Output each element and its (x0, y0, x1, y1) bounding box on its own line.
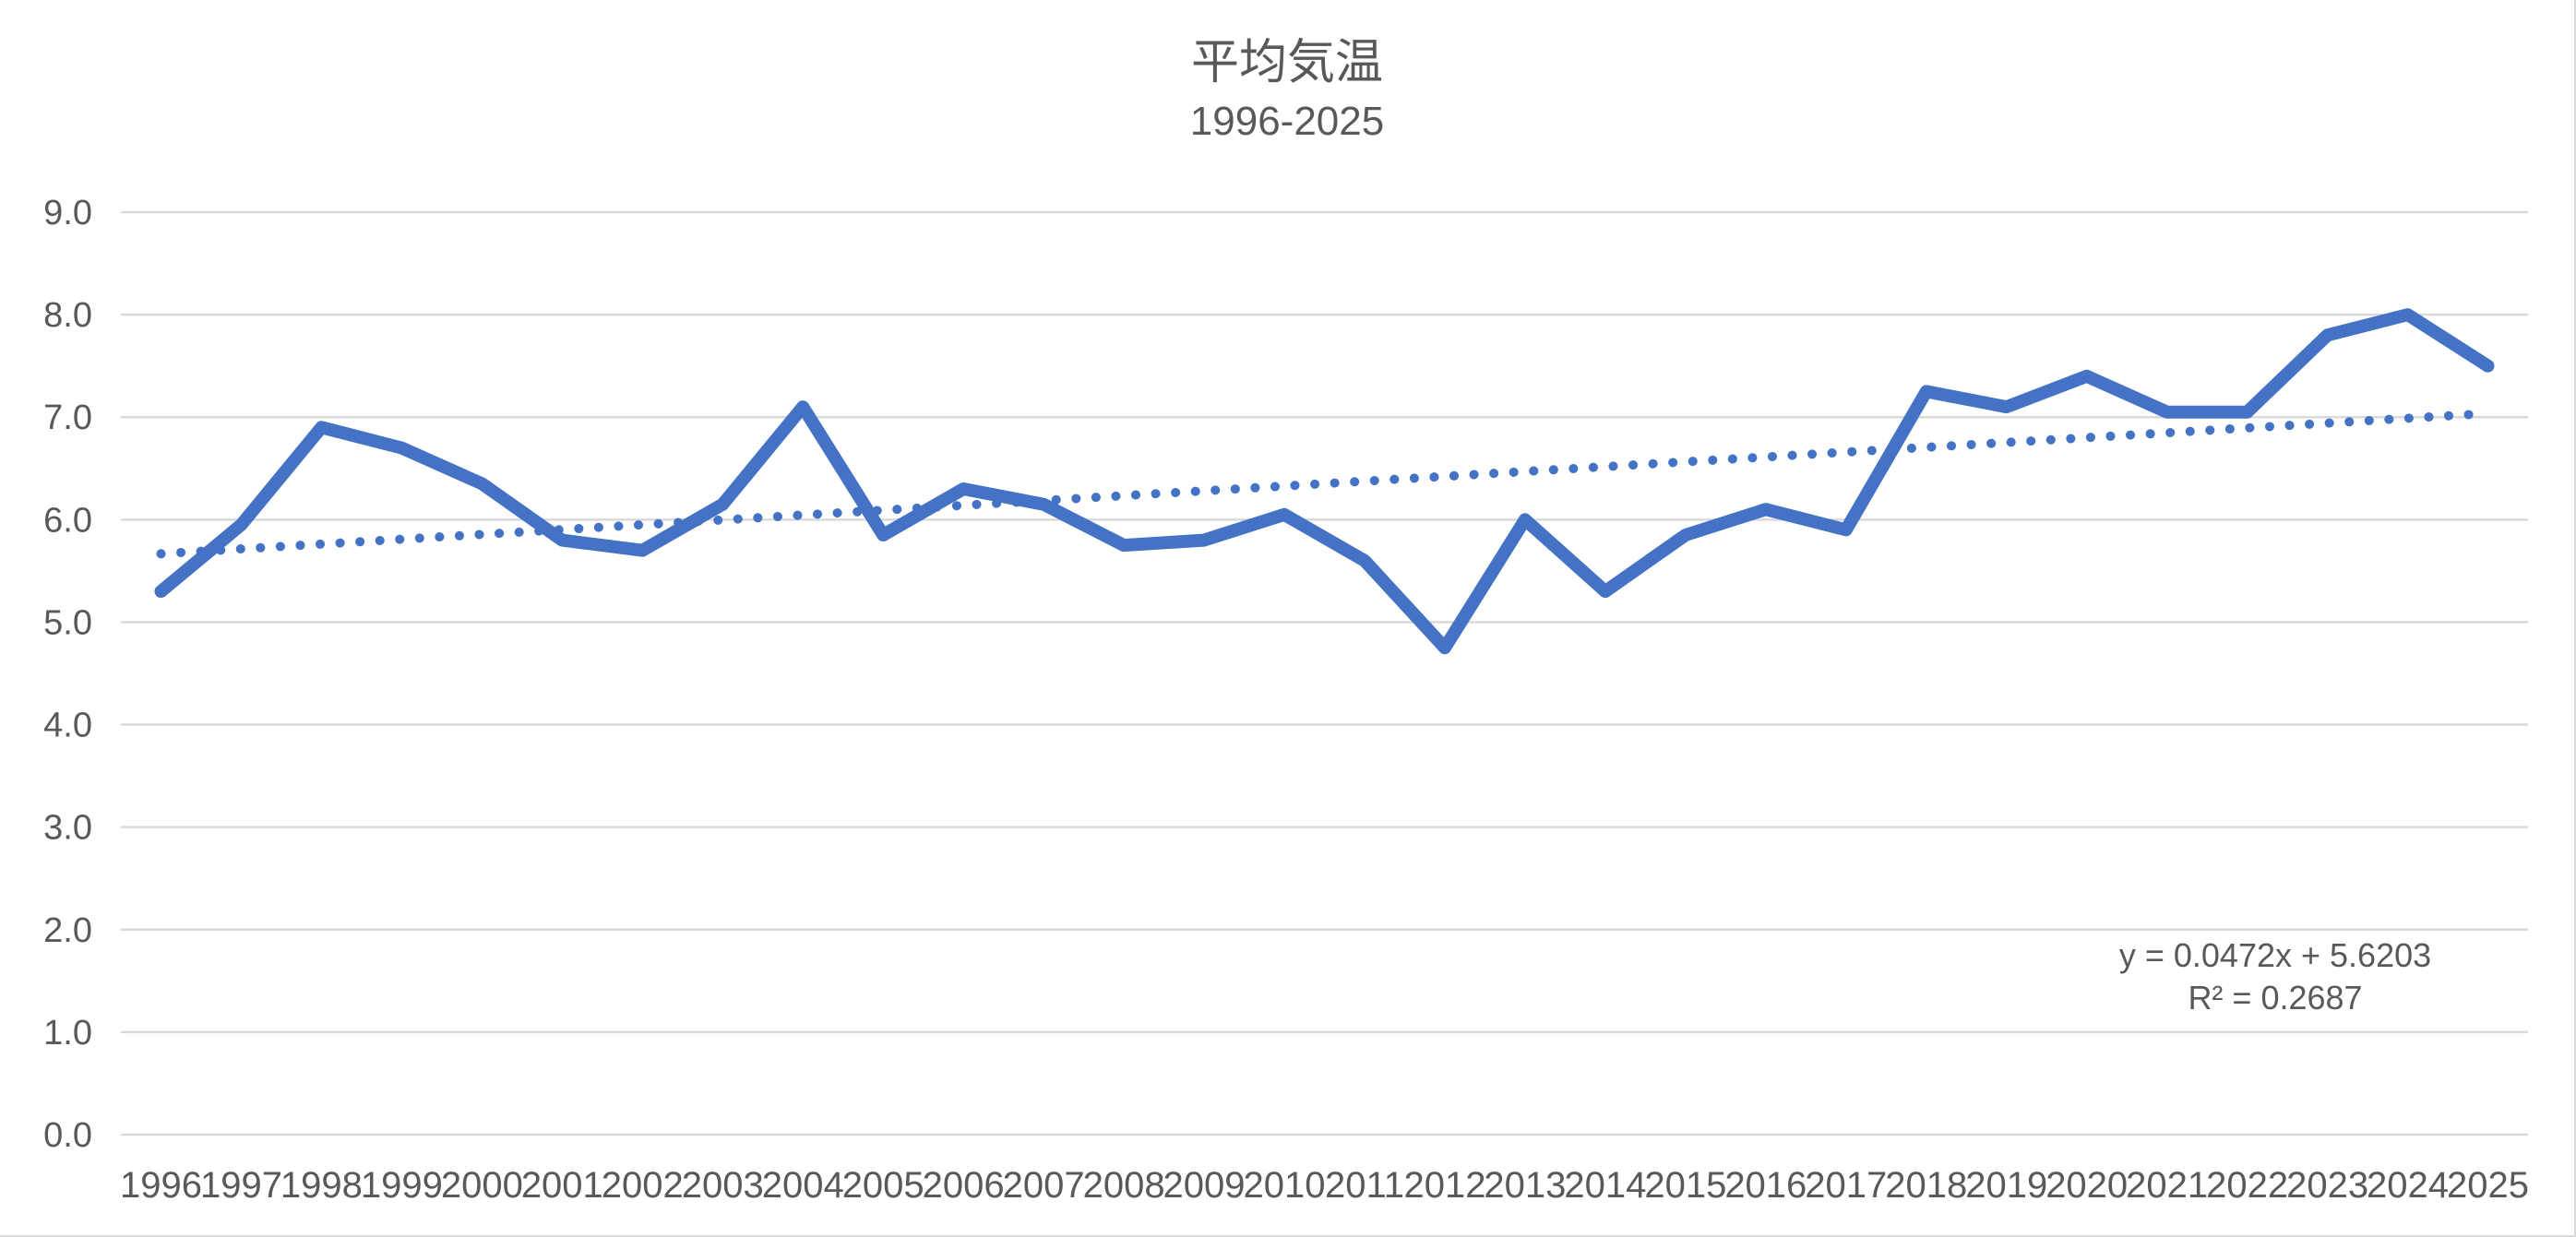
x-tick-label: 1998 (280, 1165, 363, 1206)
x-tick-label: 1999 (361, 1165, 443, 1206)
y-tick-label: 0.0 (43, 1116, 92, 1155)
x-tick-label: 2000 (441, 1165, 523, 1206)
y-tick-label: 8.0 (43, 296, 92, 335)
x-tick-label: 2023 (2286, 1165, 2368, 1206)
x-tick-label: 2016 (1724, 1165, 1807, 1206)
y-tick-label: 4.0 (43, 707, 92, 745)
y-tick-label: 7.0 (43, 398, 92, 437)
x-tick-label: 2012 (1403, 1165, 1485, 1206)
x-tick-label: 2013 (1484, 1165, 1566, 1206)
x-tick-label: 2015 (1644, 1165, 1726, 1206)
y-tick-label: 3.0 (43, 809, 92, 848)
chart-title: 平均気温 (1190, 36, 1383, 89)
x-tick-label: 2022 (2206, 1165, 2288, 1206)
x-tick-label: 2006 (923, 1165, 1005, 1206)
x-tick-label: 1997 (200, 1165, 282, 1206)
x-tick-label: 2008 (1083, 1165, 1165, 1206)
x-tick-label: 2009 (1163, 1165, 1246, 1206)
x-tick-label: 2001 (521, 1165, 603, 1206)
x-tick-label: 2018 (1885, 1165, 1967, 1206)
x-tick-label: 2021 (2126, 1165, 2208, 1206)
x-tick-label: 2020 (2045, 1165, 2128, 1206)
y-tick-label: 6.0 (43, 501, 92, 540)
x-tick-label: 2019 (1965, 1165, 2047, 1206)
x-tick-label: 2010 (1244, 1165, 1326, 1206)
x-tick-label: 2003 (682, 1165, 764, 1206)
trendline-equation-label: y = 0.0472x + 5.6203 R² = 0.2687 (2119, 934, 2431, 1019)
x-tick-label: 2005 (842, 1165, 924, 1206)
y-tick-label: 1.0 (43, 1014, 92, 1053)
series-line[interactable] (154, 308, 2495, 655)
y-tick-label: 9.0 (43, 194, 92, 232)
x-tick-label: 2014 (1564, 1165, 1646, 1206)
y-tick-label: 2.0 (43, 911, 92, 950)
x-tick-label: 2011 (1325, 1165, 1404, 1206)
x-tick-label: 2024 (2367, 1165, 2449, 1206)
x-tick-label: 2017 (1805, 1165, 1887, 1206)
y-tick-label: 5.0 (43, 603, 92, 642)
trendline-r-squared-line: R² = 0.2687 (2188, 979, 2363, 1017)
x-tick-label: 2025 (2447, 1165, 2529, 1206)
chart-subtitle: 1996-2025 (1189, 99, 1385, 144)
x-tick-label: 1996 (120, 1165, 202, 1206)
x-tick-label: 2002 (602, 1165, 684, 1206)
x-tick-label: 2007 (1003, 1165, 1085, 1206)
x-tick-label: 2004 (762, 1165, 844, 1206)
trendline-equation-line: y = 0.0472x + 5.6203 (2118, 936, 2432, 974)
